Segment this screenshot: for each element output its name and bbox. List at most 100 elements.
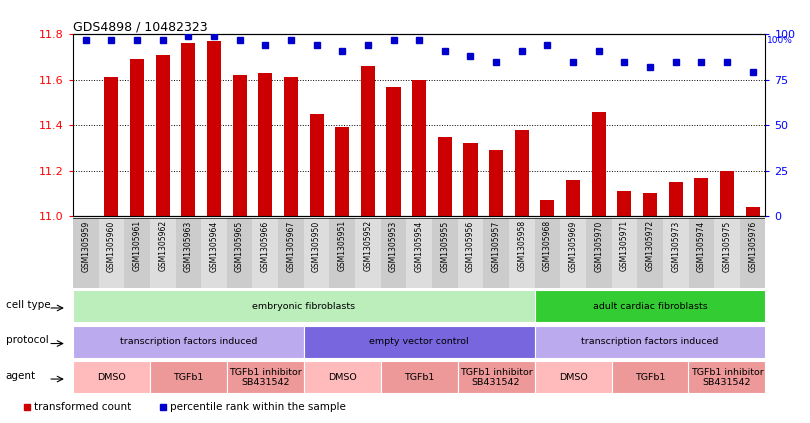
Bar [566,180,580,216]
Text: GSM1305961: GSM1305961 [133,220,142,272]
Text: 100%: 100% [767,36,793,45]
Bar [740,218,765,288]
Bar [643,193,657,216]
Bar [181,44,195,216]
Text: DMSO: DMSO [559,373,587,382]
Bar [694,178,709,216]
Bar [124,218,150,288]
Text: GSM1305959: GSM1305959 [81,220,90,272]
Text: GSM1305975: GSM1305975 [723,220,731,272]
Text: GSM1305973: GSM1305973 [671,220,680,272]
Text: GSM1305971: GSM1305971 [620,220,629,272]
Bar [688,218,714,288]
Bar [207,41,221,216]
Bar [201,218,227,288]
Bar [150,361,227,393]
Text: TGFb1: TGFb1 [635,373,665,382]
Text: GSM1305962: GSM1305962 [158,220,167,272]
Bar [156,55,170,216]
Text: TGFb1: TGFb1 [173,373,203,382]
Bar [535,326,765,358]
Bar [330,218,355,288]
Bar [130,59,144,216]
Text: TGFb1: TGFb1 [404,373,434,382]
Bar [407,218,432,288]
Text: GSM1305960: GSM1305960 [107,220,116,272]
Text: GSM1305951: GSM1305951 [338,220,347,272]
Text: GSM1305956: GSM1305956 [466,220,475,272]
Bar [227,218,253,288]
Text: embryonic fibroblasts: embryonic fibroblasts [252,302,356,311]
Bar [355,218,381,288]
Text: GSM1305958: GSM1305958 [518,220,526,272]
Bar [232,75,247,216]
Text: GSM1305972: GSM1305972 [646,220,654,272]
Text: GSM1305963: GSM1305963 [184,220,193,272]
Bar [253,218,278,288]
Bar [668,182,683,216]
Text: transformed count: transformed count [34,402,131,412]
Text: GSM1305966: GSM1305966 [261,220,270,272]
Bar [561,218,586,288]
Bar [284,77,298,216]
Text: agent: agent [6,371,36,381]
Bar [304,218,330,288]
Bar [514,130,529,216]
Bar [412,80,426,216]
Text: cell type: cell type [6,299,50,310]
Text: GSM1305954: GSM1305954 [415,220,424,272]
Bar [437,137,452,216]
Text: protocol: protocol [6,335,49,345]
Text: DMSO: DMSO [328,373,356,382]
Bar [463,143,478,216]
Bar [637,218,663,288]
Bar [720,171,734,216]
Bar [535,290,765,322]
Bar [617,191,632,216]
Bar [335,127,349,216]
Bar [304,361,381,393]
Bar [591,112,606,216]
Bar [360,66,375,216]
Bar [381,361,458,393]
Bar [714,218,740,288]
Bar [176,218,201,288]
Text: GSM1305965: GSM1305965 [235,220,244,272]
Text: adult cardiac fibroblasts: adult cardiac fibroblasts [593,302,707,311]
Bar [432,218,458,288]
Text: GSM1305957: GSM1305957 [492,220,501,272]
Bar [381,218,407,288]
Text: percentile rank within the sample: percentile rank within the sample [170,402,346,412]
Text: transcription factors induced: transcription factors induced [120,337,257,346]
Text: GSM1305976: GSM1305976 [748,220,757,272]
Text: GSM1305968: GSM1305968 [543,220,552,272]
Text: GSM1305969: GSM1305969 [569,220,578,272]
Bar [73,361,150,393]
Bar [745,207,760,216]
Bar [304,326,535,358]
Bar [535,218,561,288]
Bar [489,150,503,216]
Bar [509,218,535,288]
Bar [386,87,401,216]
Bar [73,326,304,358]
Bar [612,218,637,288]
Bar [73,290,535,322]
Text: GSM1305955: GSM1305955 [441,220,450,272]
Bar [278,218,304,288]
Bar [586,218,612,288]
Text: TGFb1 inhibitor
SB431542: TGFb1 inhibitor SB431542 [691,368,763,387]
Bar [258,73,272,216]
Bar [227,361,304,393]
Text: empty vector control: empty vector control [369,337,469,346]
Text: DMSO: DMSO [97,373,126,382]
Bar [612,361,688,393]
Text: TGFb1 inhibitor
SB431542: TGFb1 inhibitor SB431542 [229,368,301,387]
Bar [484,218,509,288]
Bar [458,361,535,393]
Text: GSM1305953: GSM1305953 [389,220,398,272]
Bar [688,361,765,393]
Bar [535,361,612,393]
Bar [150,218,176,288]
Bar [458,218,484,288]
